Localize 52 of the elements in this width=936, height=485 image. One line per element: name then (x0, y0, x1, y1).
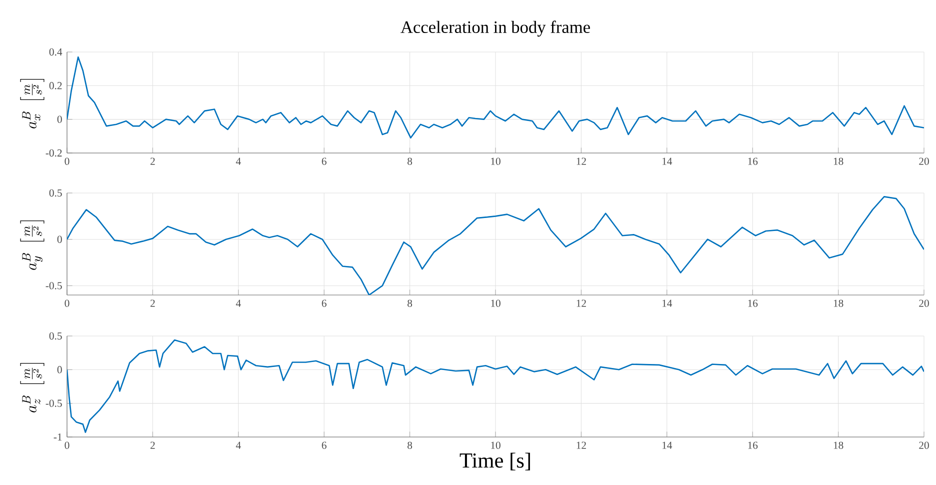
line-series (67, 56, 924, 139)
x-tick-label: 6 (322, 300, 326, 307)
y-tick-label: 0.2 (49, 82, 62, 90)
x-tick-label: 20 (919, 158, 929, 165)
x-tick-label: 10 (491, 300, 500, 307)
x-tick-label: 20 (919, 442, 929, 449)
y-tick-label: 0 (57, 236, 62, 243)
chart-title: Acceleration in body frame (400, 20, 590, 37)
y-tick-label: -0.2 (46, 149, 62, 157)
x-tick-label: 10 (491, 442, 500, 449)
x-tick-label: 4 (236, 442, 241, 449)
x-tick-label: 8 (408, 442, 412, 449)
y-axis-title: $a^B_x\;\left[\frac{m}{s^2}\right]$ (20, 79, 44, 128)
x-tick-label: 4 (236, 300, 241, 307)
x-tick-label: 6 (322, 442, 326, 449)
x-tick-label: 2 (150, 158, 155, 165)
y-tick-label: 0 (57, 366, 62, 374)
x-tick-label: 12 (576, 158, 586, 165)
y-axis-title: $a^B_z\;\left[\frac{m}{s^2}\right]$ (20, 363, 44, 412)
y-tick-label: 0.5 (49, 189, 62, 197)
y-tick-label: 0.5 (49, 332, 62, 340)
y-axis-title: $a^B_y\;\left[\frac{m}{s^2}\right]$ (20, 220, 44, 270)
x-tick-label: 12 (576, 300, 586, 307)
y-tick-label: 0 (57, 116, 62, 123)
x-axis-title: Time [s] (460, 452, 530, 470)
x-tick-label: 18 (834, 300, 844, 307)
x-tick-label: 14 (662, 300, 672, 307)
x-tick-label: 8 (408, 158, 412, 165)
x-tick-label: 14 (662, 442, 672, 449)
x-tick-label: 8 (408, 300, 412, 307)
x-tick-label: 0 (64, 442, 70, 449)
x-tick-label: 2 (150, 300, 155, 307)
y-tick-label: -0.5 (46, 400, 62, 407)
x-tick-label: 16 (748, 158, 758, 165)
x-tick-label: 16 (748, 442, 758, 449)
y-tick-label: -0.5 (46, 282, 62, 290)
line-series (67, 196, 924, 295)
x-tick-label: 0 (64, 158, 70, 165)
x-tick-label: 0 (64, 300, 70, 307)
x-tick-label: 16 (748, 300, 758, 307)
x-tick-label: 12 (576, 442, 586, 449)
x-tick-label: 18 (834, 158, 844, 165)
x-tick-label: 14 (662, 158, 672, 165)
y-tick-label: -1 (54, 433, 62, 441)
y-tick-label: 0.4 (49, 48, 62, 56)
x-tick-label: 10 (491, 158, 500, 165)
x-tick-label: 6 (322, 158, 326, 165)
x-tick-label: 20 (919, 300, 929, 307)
x-tick-label: 2 (150, 442, 155, 449)
x-tick-label: 18 (834, 442, 844, 449)
line-series (67, 339, 924, 433)
x-tick-label: 4 (236, 158, 241, 165)
